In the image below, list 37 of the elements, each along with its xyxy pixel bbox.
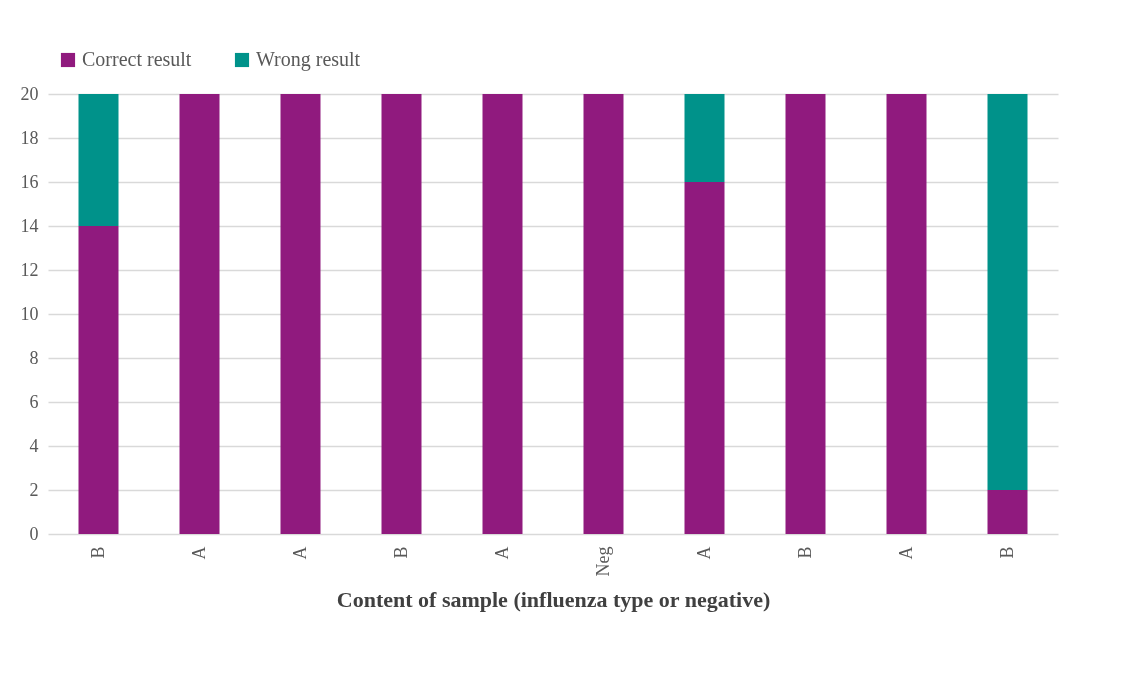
bar	[987, 94, 1028, 490]
bar	[987, 490, 1028, 534]
bar	[179, 94, 220, 534]
bar	[78, 226, 119, 534]
bar	[684, 94, 725, 182]
x-tick-label: B	[794, 546, 815, 559]
x-axis-title: Content of sample (influenza type or negative)	[336, 587, 771, 613]
bar	[381, 94, 422, 534]
y-tick-label: 14	[20, 215, 39, 236]
x-tick-label: Neg	[592, 546, 613, 577]
legend-label: Wrong result	[256, 48, 361, 71]
y-tick-label: 18	[20, 127, 39, 148]
bar	[583, 94, 624, 534]
x-tick-label: B	[996, 546, 1017, 559]
y-tick-label: 16	[20, 171, 39, 192]
x-tick-label: A	[693, 546, 714, 560]
y-tick-label: 2	[29, 479, 39, 500]
bar	[482, 94, 523, 534]
bar	[684, 182, 725, 534]
x-tick-label: A	[491, 546, 512, 560]
legend-label: Correct result	[82, 48, 192, 70]
y-tick-label: 20	[20, 83, 39, 104]
y-tick-label: 10	[20, 303, 39, 324]
x-tick-label: A	[289, 546, 310, 560]
y-tick-label: 8	[29, 347, 39, 368]
y-tick-label: 0	[29, 523, 39, 544]
y-tick-label: 6	[29, 391, 39, 412]
x-tick-label: B	[87, 546, 108, 559]
bar	[280, 94, 321, 534]
y-tick-label: 4	[29, 435, 39, 456]
bar	[886, 94, 927, 534]
bar	[785, 94, 826, 534]
x-tick-label: A	[188, 546, 209, 560]
y-tick-label: 12	[20, 259, 39, 280]
x-tick-label: B	[390, 546, 411, 559]
x-tick-label: A	[895, 546, 916, 560]
bar	[78, 94, 119, 226]
